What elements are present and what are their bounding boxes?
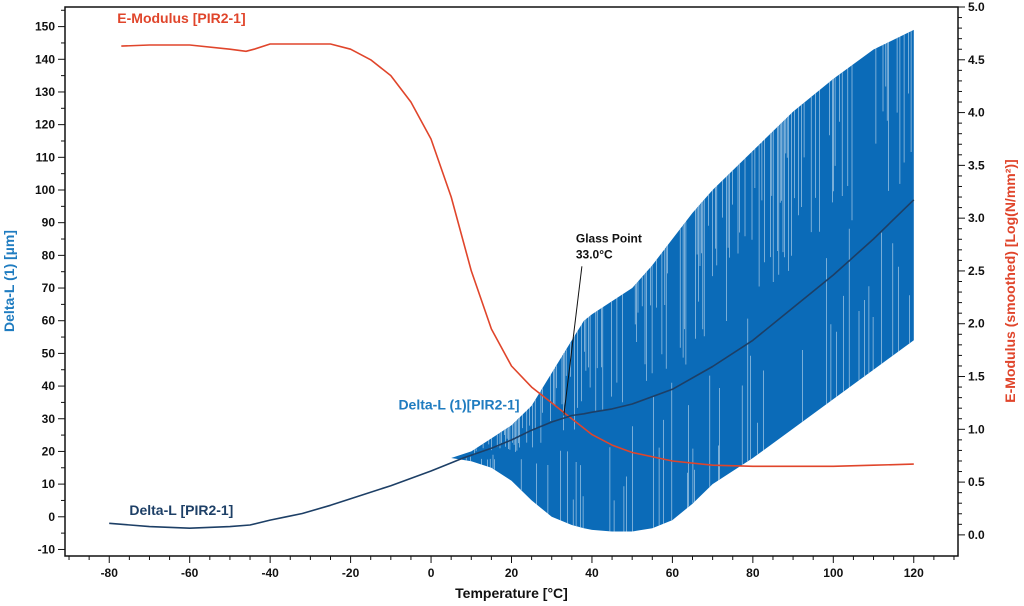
y-axis-right-title: E-Modulus (smoothed) [Log(N/mm²)]: [1002, 159, 1018, 402]
y-left-tick-label: 20: [42, 444, 56, 458]
y-left-tick-label: 100: [35, 183, 55, 197]
delta-l1-band: [451, 29, 914, 532]
y-left-tick-label: 70: [42, 281, 56, 295]
y-left-tick-label: 120: [35, 118, 55, 132]
y-left-tick-label: 110: [36, 150, 56, 164]
series-label-delta-l: Delta-L [PIR2-1]: [129, 502, 233, 518]
annotation-value: 33.0°C: [576, 247, 613, 261]
y-right-tick-label: 3.5: [968, 158, 985, 172]
delta-l-line: [109, 199, 915, 529]
y-left-tick-label: 140: [35, 52, 55, 66]
y-axis-left-title: Delta-L (1) [µm]: [1, 230, 17, 332]
y-right-tick-label: 1.5: [968, 370, 985, 384]
y-right-tick-label: 4.0: [968, 106, 985, 120]
y-right-tick-label: 2.0: [968, 317, 985, 331]
y-left-tick-label: 80: [42, 248, 56, 262]
y-left-tick-label: 60: [42, 314, 56, 328]
x-tick-label: 0: [428, 566, 435, 580]
x-tick-label: -60: [181, 566, 199, 580]
e-modulus-line: [121, 43, 914, 468]
y-left-tick-label: 10: [42, 477, 56, 491]
y-right-tick-label: 2.5: [968, 264, 985, 278]
x-axis-title: Temperature [°C]: [455, 585, 568, 601]
x-tick-label: 60: [666, 566, 680, 580]
glass-point-annotation: Glass Point 33.0°C: [563, 231, 642, 416]
y-right-tick-label: 5.0: [968, 0, 985, 14]
x-tick-label: 80: [746, 566, 760, 580]
annotation-leader-line: [563, 266, 583, 416]
x-tick-label: 20: [505, 566, 519, 580]
y-left-tick-label: 50: [42, 346, 56, 360]
series-lines-layer: [109, 43, 915, 529]
y-right-tick-label: 0.0: [968, 528, 985, 542]
y-left-tick-label: 150: [35, 20, 55, 34]
x-tick-label: 120: [904, 566, 924, 580]
y-right-tick-label: 3.0: [968, 211, 985, 225]
y-left-tick-label: 90: [42, 216, 56, 230]
series-label-delta-l1: Delta-L (1)[PIR2-1]: [398, 397, 519, 413]
y-left-tick-label: 130: [35, 85, 55, 99]
annotation-title: Glass Point: [576, 231, 642, 245]
x-tick-label: -20: [342, 566, 360, 580]
y-left-tick-label: -10: [38, 542, 56, 556]
y-left-tick-label: 30: [42, 412, 56, 426]
y-right-tick-label: 4.5: [968, 53, 985, 67]
y-right-tick-label: 1.0: [968, 422, 985, 436]
y-right-tick-label: 0.5: [968, 475, 985, 489]
x-tick-label: -80: [101, 566, 119, 580]
y-left-tick-label: 0: [48, 510, 55, 524]
x-tick-label: 40: [585, 566, 599, 580]
x-tick-label: -40: [261, 566, 279, 580]
series-label-e-modulus: E-Modulus [PIR2-1]: [117, 10, 245, 26]
axes-layer: -80 -60 -40 -20 0 20 40 60 80 100 120 -10 0 10 20 30 40 5…: [35, 0, 985, 580]
y-left-tick-label: 40: [42, 379, 56, 393]
delta-l1-band-layer: [451, 29, 914, 532]
x-tick-label: 100: [823, 566, 843, 580]
